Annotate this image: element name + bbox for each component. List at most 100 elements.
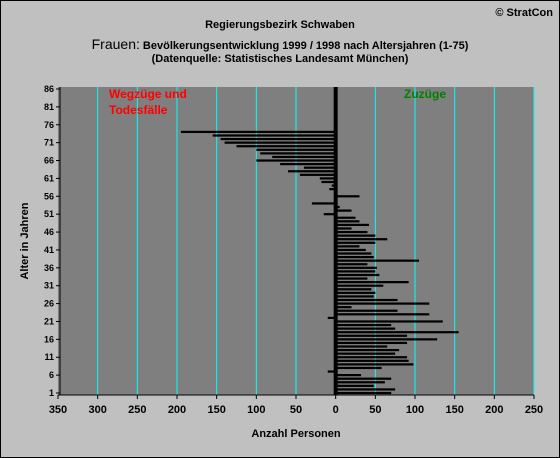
bar-age-25 <box>335 306 352 309</box>
annotation-left-line: Todesfälle <box>109 103 168 117</box>
bar-age-9 <box>335 363 414 366</box>
chart-title: Frauen: Bevölkerungsentwicklung 1999 / 1… <box>1 36 559 52</box>
bar-age-29 <box>335 291 376 294</box>
bar-age-12 <box>335 352 396 355</box>
bar-age-63 <box>288 170 336 173</box>
x-tick-label: 50 <box>369 404 381 416</box>
labels: 350 300 250 200 150 100 50 0 50 100 150 200 25016111… <box>19 84 543 440</box>
bar-age-21 <box>335 320 443 323</box>
region-label: Regierungsbezirk Schwaben <box>205 19 355 31</box>
bar-age-7 <box>327 370 336 373</box>
bars <box>180 130 459 395</box>
y-tick-label: 61 <box>44 173 54 183</box>
bar-age-74 <box>180 130 336 134</box>
bar-age-58 <box>329 188 336 191</box>
bar-age-20 <box>335 323 392 327</box>
bar-age-14 <box>335 345 388 348</box>
bar-age-71 <box>224 141 336 144</box>
bar-age-19 <box>335 327 396 330</box>
bar-age-1 <box>335 391 392 395</box>
bar-age-51 <box>323 213 336 216</box>
axes <box>56 87 535 399</box>
bar-age-73 <box>212 134 336 137</box>
bar-age-48 <box>335 223 369 227</box>
bar-age-50 <box>335 216 356 219</box>
bar-age-37 <box>335 263 368 266</box>
bar-age-10 <box>335 359 409 362</box>
source-label: (Datenquelle: Statistisches Landesamt Mü… <box>151 53 409 65</box>
y-tick-label: 56 <box>44 191 54 201</box>
x-tick-label: 250 <box>128 404 146 416</box>
bar-age-61 <box>319 177 336 180</box>
bar-age-66 <box>256 159 336 162</box>
bar-age-35 <box>335 270 376 273</box>
bar-age-2 <box>335 388 396 391</box>
bar-age-8 <box>335 366 382 370</box>
bar-age-18 <box>335 331 459 334</box>
y-tick-label: 36 <box>44 263 54 273</box>
y-tick-label: 71 <box>44 138 54 148</box>
bar-age-65 <box>280 162 336 166</box>
bar-age-4 <box>335 381 385 384</box>
bar-age-31 <box>335 284 384 287</box>
bar-age-3 <box>335 384 374 387</box>
x-tick-label: 100 <box>247 404 265 416</box>
y-tick-label: 66 <box>44 156 54 166</box>
y-tick-label: 1 <box>49 388 54 398</box>
bar-age-41 <box>335 248 366 252</box>
title-rest: Bevölkerungsentwicklung 1999 / 1998 nach… <box>139 40 469 52</box>
x-tick-label: 150 <box>207 404 225 416</box>
bar-age-22 <box>327 316 336 320</box>
y-tick-label: 31 <box>44 281 54 291</box>
bar-age-64 <box>303 166 336 169</box>
bar-age-26 <box>335 302 430 305</box>
bar-age-30 <box>335 288 372 291</box>
bar-age-43 <box>335 241 376 244</box>
bar-age-17 <box>335 334 408 337</box>
x-tick-label: 300 <box>88 404 106 416</box>
x-tick-label: 200 <box>485 404 503 416</box>
x-tick-label: 250 <box>525 404 543 416</box>
y-tick-label: 26 <box>44 299 54 309</box>
bar-age-47 <box>335 227 352 230</box>
y-tick-label: 51 <box>44 209 54 219</box>
bar-age-69 <box>256 148 336 151</box>
bar-age-70 <box>236 145 336 148</box>
y-tick-label: 76 <box>44 120 54 130</box>
annotation-left-line: Wegzüge und <box>109 87 187 101</box>
bar-age-34 <box>335 273 380 277</box>
x-tick-label: 100 <box>406 404 424 416</box>
bar-age-5 <box>335 377 392 380</box>
y-tick-label: 11 <box>44 352 54 362</box>
bar-age-54 <box>311 202 336 205</box>
y-axis-title: Alter in Jahren <box>19 202 31 279</box>
bar-age-23 <box>335 313 430 316</box>
bar-age-38 <box>335 259 419 262</box>
x-tick-label: 350 <box>49 404 67 416</box>
bar-age-28 <box>335 295 374 298</box>
bar-age-72 <box>220 137 336 141</box>
x-axis-title: Anzahl Personen <box>251 428 341 440</box>
bar-age-42 <box>335 245 360 248</box>
bar-age-39 <box>335 255 374 259</box>
bar-age-6 <box>335 374 362 377</box>
bar-age-67 <box>272 155 336 159</box>
y-tick-label: 86 <box>44 84 54 94</box>
bar-age-60 <box>321 180 336 184</box>
bar-age-68 <box>260 152 336 155</box>
bar-age-33 <box>335 277 368 280</box>
y-tick-label: 6 <box>49 370 54 380</box>
x-tick-label: 0 <box>333 404 339 416</box>
bar-age-52 <box>335 209 352 212</box>
y-tick-label: 21 <box>44 316 54 326</box>
bar-age-13 <box>335 348 400 352</box>
bar-age-24 <box>335 309 398 312</box>
bar-age-36 <box>335 266 377 269</box>
bar-age-49 <box>335 220 360 223</box>
bar-age-32 <box>335 281 409 284</box>
bar-age-56 <box>335 195 360 198</box>
y-tick-label: 41 <box>44 245 54 255</box>
x-tick-label: 50 <box>290 404 302 416</box>
bar-age-46 <box>335 230 368 234</box>
